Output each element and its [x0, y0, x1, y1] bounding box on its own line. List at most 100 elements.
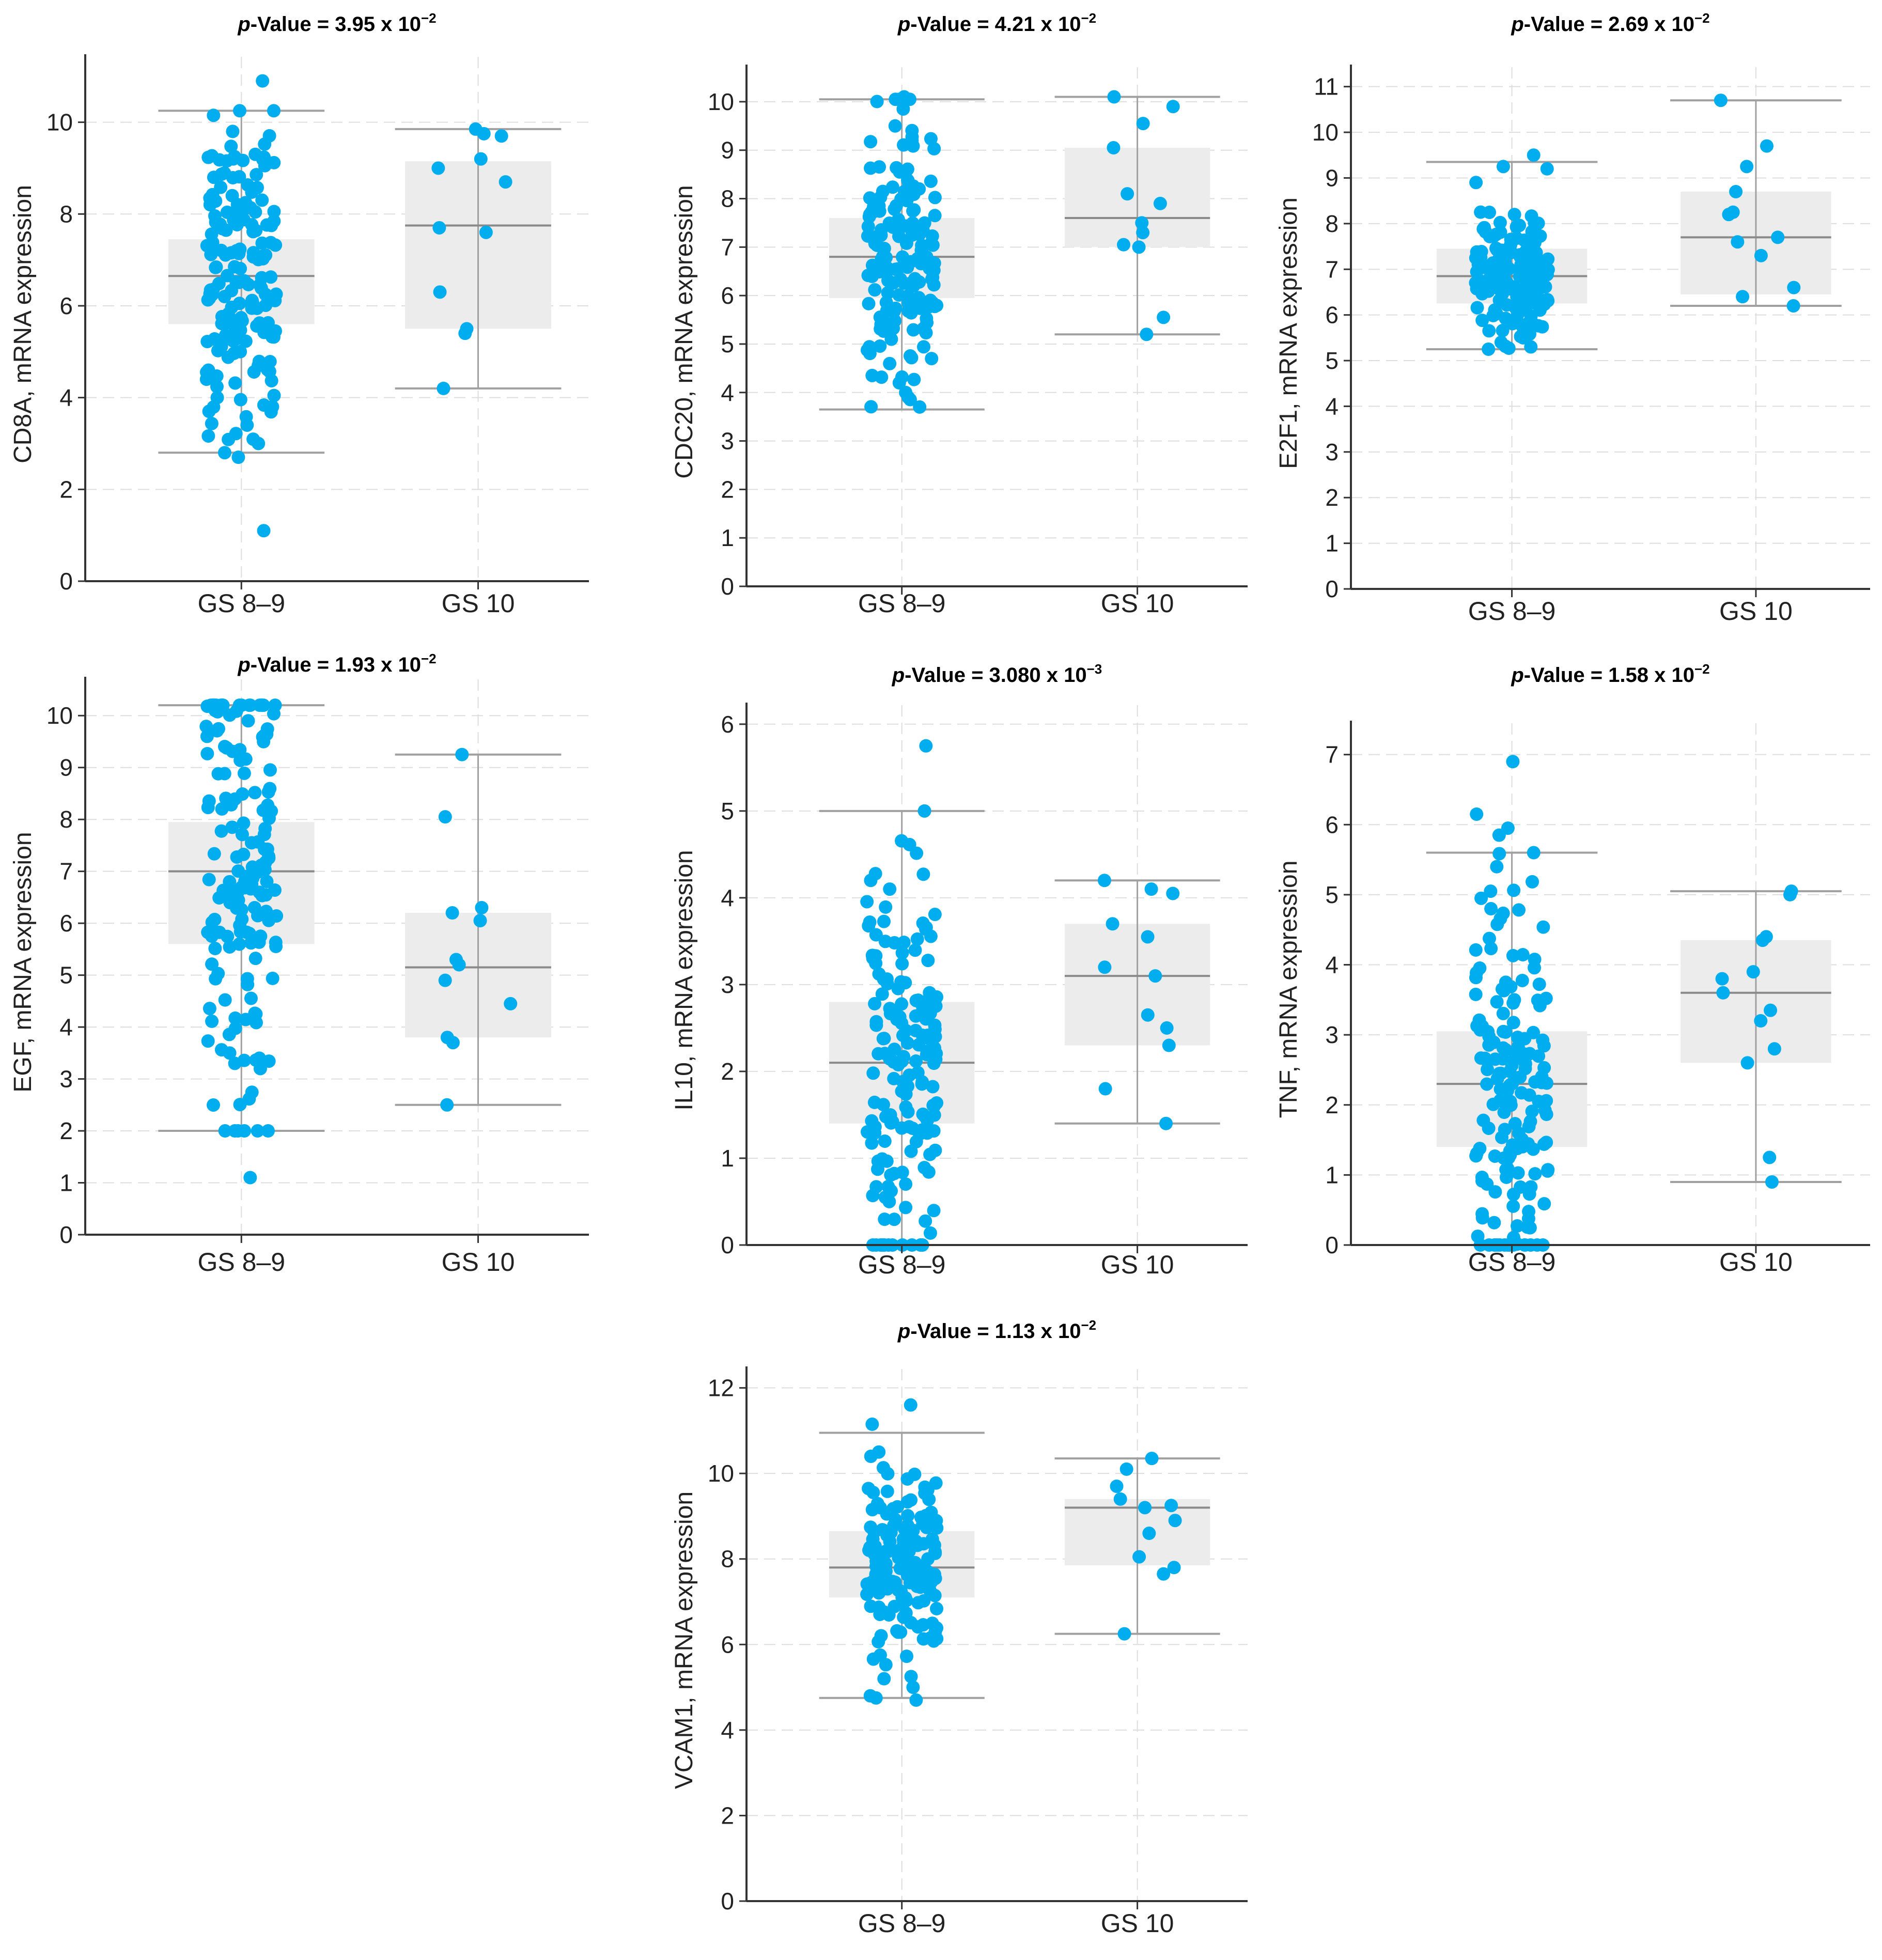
data-point: [201, 150, 215, 164]
data-point: [1532, 977, 1546, 991]
data-point: [880, 1154, 894, 1168]
data-point: [863, 1689, 877, 1703]
data-point: [1510, 1219, 1524, 1233]
data-point: [252, 437, 266, 450]
data-point: [227, 890, 241, 904]
data-point: [928, 191, 942, 205]
data-point: [928, 209, 942, 223]
data-point: [869, 956, 883, 970]
data-point: [257, 828, 271, 842]
data-point: [895, 957, 909, 971]
data-point: [1763, 1150, 1777, 1164]
data-point: [1787, 281, 1801, 294]
data-point: [1767, 1042, 1781, 1056]
data-point: [927, 1204, 941, 1218]
data-point: [882, 320, 896, 334]
data-point: [864, 874, 878, 888]
data-point: [227, 347, 241, 361]
data-point: [214, 824, 228, 838]
data-point: [864, 1599, 878, 1613]
y-tick-label: 1: [59, 1170, 73, 1196]
data-point: [215, 317, 229, 331]
data-point: [241, 277, 255, 291]
data-point: [919, 739, 933, 753]
x-tick-label: GS 8–9: [1468, 597, 1556, 626]
x-tick-label: GS 8–9: [858, 1250, 946, 1279]
data-point: [1537, 1039, 1551, 1053]
p-value-text: -Value = 2.69 x 10: [1524, 13, 1694, 36]
data-point: [1537, 1197, 1551, 1211]
data-point: [229, 704, 243, 718]
data-point: [869, 1018, 883, 1032]
data-point: [1716, 986, 1730, 1000]
data-point: [1117, 1627, 1131, 1641]
data-point: [881, 1467, 895, 1481]
data-point: [234, 393, 247, 407]
data-point: [214, 243, 228, 257]
y-tick-label: 7: [1325, 741, 1339, 768]
data-point: [261, 798, 275, 812]
y-axis-label: IL10, mRNA expression: [671, 850, 698, 1110]
data-point: [246, 225, 260, 239]
data-point: [899, 385, 913, 399]
data-point: [865, 1136, 879, 1150]
data-point: [1764, 1003, 1778, 1017]
data-point: [494, 129, 508, 143]
data-point: [265, 374, 278, 387]
data-point: [1492, 293, 1506, 307]
data-point: [267, 388, 281, 402]
y-axis-label: TNF, mRNA expression: [1275, 861, 1302, 1118]
data-point: [1539, 1076, 1553, 1090]
data-point: [1496, 252, 1510, 266]
data-point: [1526, 1142, 1540, 1156]
data-point: [888, 1575, 902, 1589]
data-point: [862, 1482, 876, 1496]
data-point: [238, 875, 252, 889]
data-point: [864, 1520, 878, 1534]
data-point: [1527, 148, 1541, 162]
data-point: [877, 914, 891, 928]
data-point: [889, 301, 903, 315]
y-tick-label: 7: [1325, 256, 1339, 283]
p-value-exponent: −2: [1694, 10, 1710, 26]
data-point: [262, 129, 276, 143]
y-tick-label: 8: [721, 185, 734, 212]
data-point: [883, 882, 897, 896]
x-tick-label: GS 10: [1101, 589, 1174, 618]
data-point: [916, 340, 930, 354]
data-point: [248, 786, 262, 800]
y-tick-label: 4: [1325, 952, 1339, 978]
data-point: [1506, 996, 1520, 1010]
data-point: [257, 150, 271, 164]
data-point: [889, 1005, 903, 1019]
data-point: [245, 298, 259, 312]
data-point: [244, 991, 258, 1005]
data-point: [1478, 1051, 1492, 1065]
data-point: [477, 127, 491, 141]
data-point: [1136, 117, 1150, 131]
data-point: [928, 993, 942, 1007]
data-point: [1157, 1567, 1171, 1581]
data-point: [924, 174, 938, 188]
data-point: [263, 763, 277, 777]
data-point: [210, 380, 224, 394]
y-tick-label: 1: [721, 524, 734, 551]
data-point: [1516, 948, 1530, 962]
data-point: [1506, 948, 1520, 962]
data-point: [905, 133, 919, 147]
data-point: [1484, 942, 1498, 956]
data-point: [1512, 1126, 1526, 1140]
y-axis-label: EGF, mRNA expression: [9, 832, 37, 1092]
data-point: [894, 975, 908, 989]
data-point: [226, 206, 240, 220]
data-point: [267, 330, 281, 344]
data-point: [199, 372, 213, 386]
data-point: [250, 168, 263, 182]
data-point: [1754, 1014, 1768, 1028]
data-point: [875, 987, 889, 1001]
p-value-exponent: −2: [1081, 10, 1097, 26]
data-point: [886, 1502, 900, 1516]
data-point: [474, 152, 488, 166]
y-tick-label: 6: [1325, 302, 1339, 329]
